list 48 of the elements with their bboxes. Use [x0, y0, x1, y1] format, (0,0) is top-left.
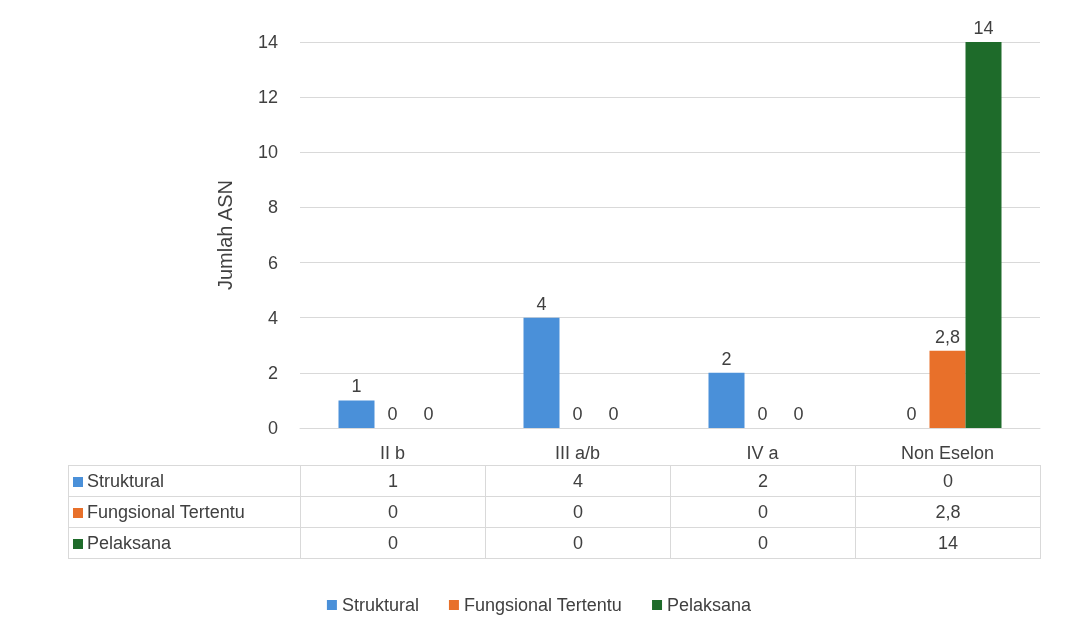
text: 0	[387, 404, 398, 424]
x-tick-label: IV a	[746, 443, 780, 463]
x-tick-label: II b	[379, 443, 406, 463]
data-label: 0	[300, 496, 486, 528]
text: 0	[906, 404, 917, 424]
text: Fungsional Tertentu	[87, 501, 245, 522]
data-label: 0	[300, 527, 486, 559]
y-tick-label: 0	[267, 418, 278, 438]
data-label: 2,8	[855, 496, 1041, 528]
text: 0	[572, 404, 583, 424]
data-label: 0	[670, 496, 856, 528]
data-label: 0	[485, 527, 671, 559]
text: 0	[608, 404, 619, 424]
legend-label: Fungsional Tertentu	[463, 595, 622, 615]
data-label: 0	[855, 465, 1041, 497]
data-label: 4	[485, 465, 671, 497]
text: 2,8	[934, 326, 961, 347]
legend-label: Pelaksana	[667, 595, 753, 615]
x-tick-label: III a/b	[554, 443, 601, 463]
text: Pelaksana	[87, 532, 172, 553]
text: Struktural	[87, 470, 165, 491]
bar	[929, 350, 966, 428]
data-label: 14	[855, 527, 1041, 559]
y-tick-label: 6	[267, 252, 278, 273]
data-label: 0	[485, 496, 671, 528]
text: 4	[536, 293, 547, 314]
text: 0	[793, 404, 804, 424]
y-tick-label: 10	[257, 142, 278, 163]
data-label: 0	[670, 527, 856, 559]
text: 1	[351, 376, 362, 397]
y-tick-label: 2	[267, 362, 278, 383]
bar	[338, 400, 375, 428]
text: 2	[721, 348, 732, 369]
data-label: 2	[670, 465, 856, 497]
data-label: 1	[300, 465, 486, 497]
text: 0	[423, 404, 434, 424]
bar	[523, 317, 560, 428]
y-axis-title: Jumlah ASN	[214, 179, 236, 291]
bar	[708, 372, 745, 428]
x-tick-label: Non Eselon	[900, 443, 995, 463]
y-tick-label: 8	[267, 197, 278, 218]
text: 0	[757, 404, 768, 424]
legend-label: Struktural	[341, 595, 419, 615]
y-tick-label: 4	[267, 307, 278, 328]
y-tick-label: 12	[257, 87, 278, 108]
text: 14	[973, 18, 994, 38]
bar	[965, 42, 1002, 428]
y-tick-label: 14	[257, 32, 278, 52]
